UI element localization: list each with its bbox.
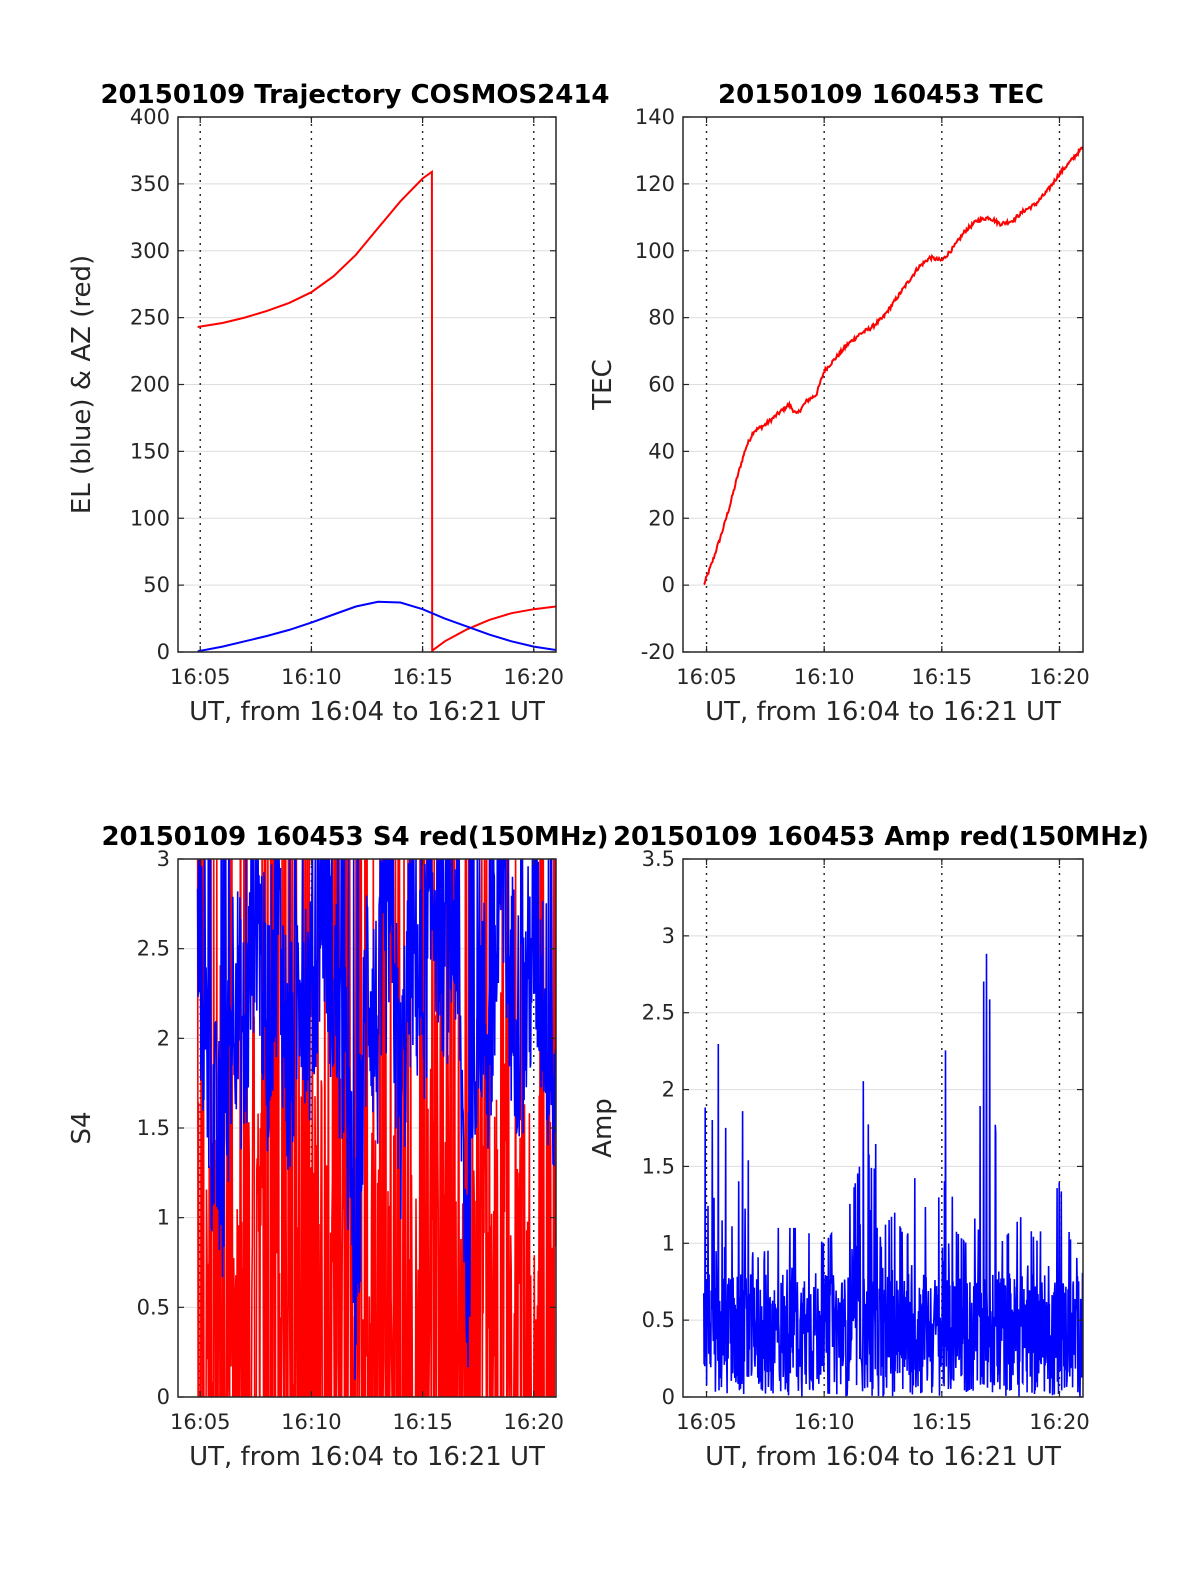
y-tick-label: 2 (157, 1026, 170, 1050)
y-tick-label: 80 (648, 306, 675, 330)
series-line-0 (197, 169, 556, 652)
x-axis: 16:05 16:10 16:15 16:20 (676, 859, 1090, 1434)
series-line-0 (703, 953, 1083, 1397)
horizontal-grid (178, 116, 556, 653)
series-line-1 (197, 600, 556, 652)
x-tick-label: 16:20 (503, 1410, 564, 1434)
y-axis: 0 0.5 1 1.5 2 2.5 3 3.5 (642, 847, 1083, 1409)
y-tick-label: 2 (662, 1078, 675, 1102)
x-tick-label: 16:20 (1029, 1410, 1090, 1434)
x-axis-label: UT, from 16:04 to 16:21 UT (189, 1442, 545, 1472)
x-tick-label: 16:15 (912, 665, 973, 689)
y-axis: 0 0.5 1 1.5 2 2.5 3 (137, 847, 556, 1409)
y-tick-label: -20 (641, 640, 675, 664)
y-axis-label: Amp (588, 1098, 618, 1158)
x-tick-label: 16:15 (392, 665, 453, 689)
y-axis: -20 0 20 40 60 80 100 120 140 (635, 105, 1083, 664)
vertical-grid (705, 117, 1061, 652)
x-axis: 16:05 16:10 16:15 16:20 (676, 117, 1090, 689)
x-tick-label: 16:15 (912, 1410, 973, 1434)
chart-title: 20150109 Trajectory COSMOS2414 (100, 80, 609, 110)
series-line-0 (196, 859, 556, 1397)
x-axis-label: UT, from 16:04 to 16:21 UT (705, 697, 1061, 727)
y-tick-label: 0.5 (137, 1295, 170, 1319)
x-tick-label: 16:10 (794, 665, 855, 689)
y-tick-label: 100 (635, 239, 675, 263)
x-axis-label: UT, from 16:04 to 16:21 UT (705, 1442, 1061, 1472)
series-line-0 (703, 146, 1083, 586)
chart-title: 20150109 160453 TEC (718, 80, 1044, 110)
y-tick-label: 50 (143, 573, 170, 597)
x-tick-label: 16:05 (170, 665, 231, 689)
y-tick-label: 100 (130, 506, 170, 530)
y-tick-label: 0 (157, 1385, 170, 1409)
y-tick-label: 300 (130, 239, 170, 263)
x-tick-label: 16:10 (794, 1410, 855, 1434)
amp-panel: 0 0.5 1 1.5 2 2.5 3 3.5 16:05 16:10 16:15 16:20 UT, … (588, 822, 1149, 1472)
x-tick-label: 16:05 (170, 1410, 231, 1434)
y-tick-label: 350 (130, 172, 170, 196)
y-axis-label: S4 (67, 1111, 97, 1144)
y-tick-label: 1 (662, 1231, 675, 1255)
y-tick-label: 2.5 (137, 937, 170, 961)
series-group (703, 953, 1083, 1397)
y-tick-label: 0 (157, 640, 170, 664)
y-tick-label: 200 (130, 373, 170, 397)
y-tick-label: 3 (662, 924, 675, 948)
y-tick-label: 3 (157, 847, 170, 871)
y-tick-label: 40 (648, 439, 675, 463)
x-tick-label: 16:10 (281, 665, 342, 689)
x-tick-label: 16:20 (1029, 665, 1090, 689)
x-tick-label: 16:15 (392, 1410, 453, 1434)
horizontal-grid (683, 116, 1083, 653)
tec-panel: -20 0 20 40 60 80 100 120 140 16:05 16:10 16:15 16:2… (588, 80, 1090, 727)
y-axis-label: EL (blue) & AZ (red) (67, 255, 97, 514)
vertical-grid (199, 117, 535, 652)
y-tick-label: 1.5 (137, 1116, 170, 1140)
y-tick-label: 1 (157, 1206, 170, 1230)
y-axis: 0 50 100 150 200 250 300 350 400 (130, 105, 556, 664)
x-tick-label: 16:05 (676, 665, 737, 689)
chart-title: 20150109 160453 S4 red(150MHz) (101, 822, 608, 852)
series-group (196, 859, 556, 1397)
series-group (197, 169, 556, 652)
y-tick-label: 2.5 (642, 1001, 675, 1025)
axes-frame (682, 858, 1084, 1398)
x-axis-label: UT, from 16:04 to 16:21 UT (189, 697, 545, 727)
x-axis: 16:05 16:10 16:15 16:20 (170, 859, 564, 1434)
y-tick-label: 140 (635, 105, 675, 129)
y-tick-label: 3.5 (642, 847, 675, 871)
y-axis-label: TEC (588, 359, 618, 410)
x-tick-label: 16:10 (281, 1410, 342, 1434)
x-axis: 16:05 16:10 16:15 16:20 (170, 117, 564, 689)
x-tick-label: 16:20 (503, 665, 564, 689)
y-tick-label: 400 (130, 105, 170, 129)
series-line-1 (196, 859, 556, 1380)
y-tick-label: 1.5 (642, 1154, 675, 1178)
chart-title: 20150109 160453 Amp red(150MHz) (613, 822, 1149, 852)
series-group (703, 146, 1083, 586)
x-tick-label: 16:05 (676, 1410, 737, 1434)
y-tick-label: 0 (662, 573, 675, 597)
y-tick-label: 20 (648, 506, 675, 530)
y-tick-label: 60 (648, 373, 675, 397)
y-tick-label: 120 (635, 172, 675, 196)
y-tick-label: 0 (662, 1385, 675, 1409)
s4-panel: 0 0.5 1 1.5 2 2.5 3 16:05 16:10 16:15 16:20 UT, fro… (67, 822, 609, 1472)
y-tick-label: 0.5 (642, 1308, 675, 1332)
y-tick-label: 250 (130, 306, 170, 330)
y-tick-label: 150 (130, 439, 170, 463)
